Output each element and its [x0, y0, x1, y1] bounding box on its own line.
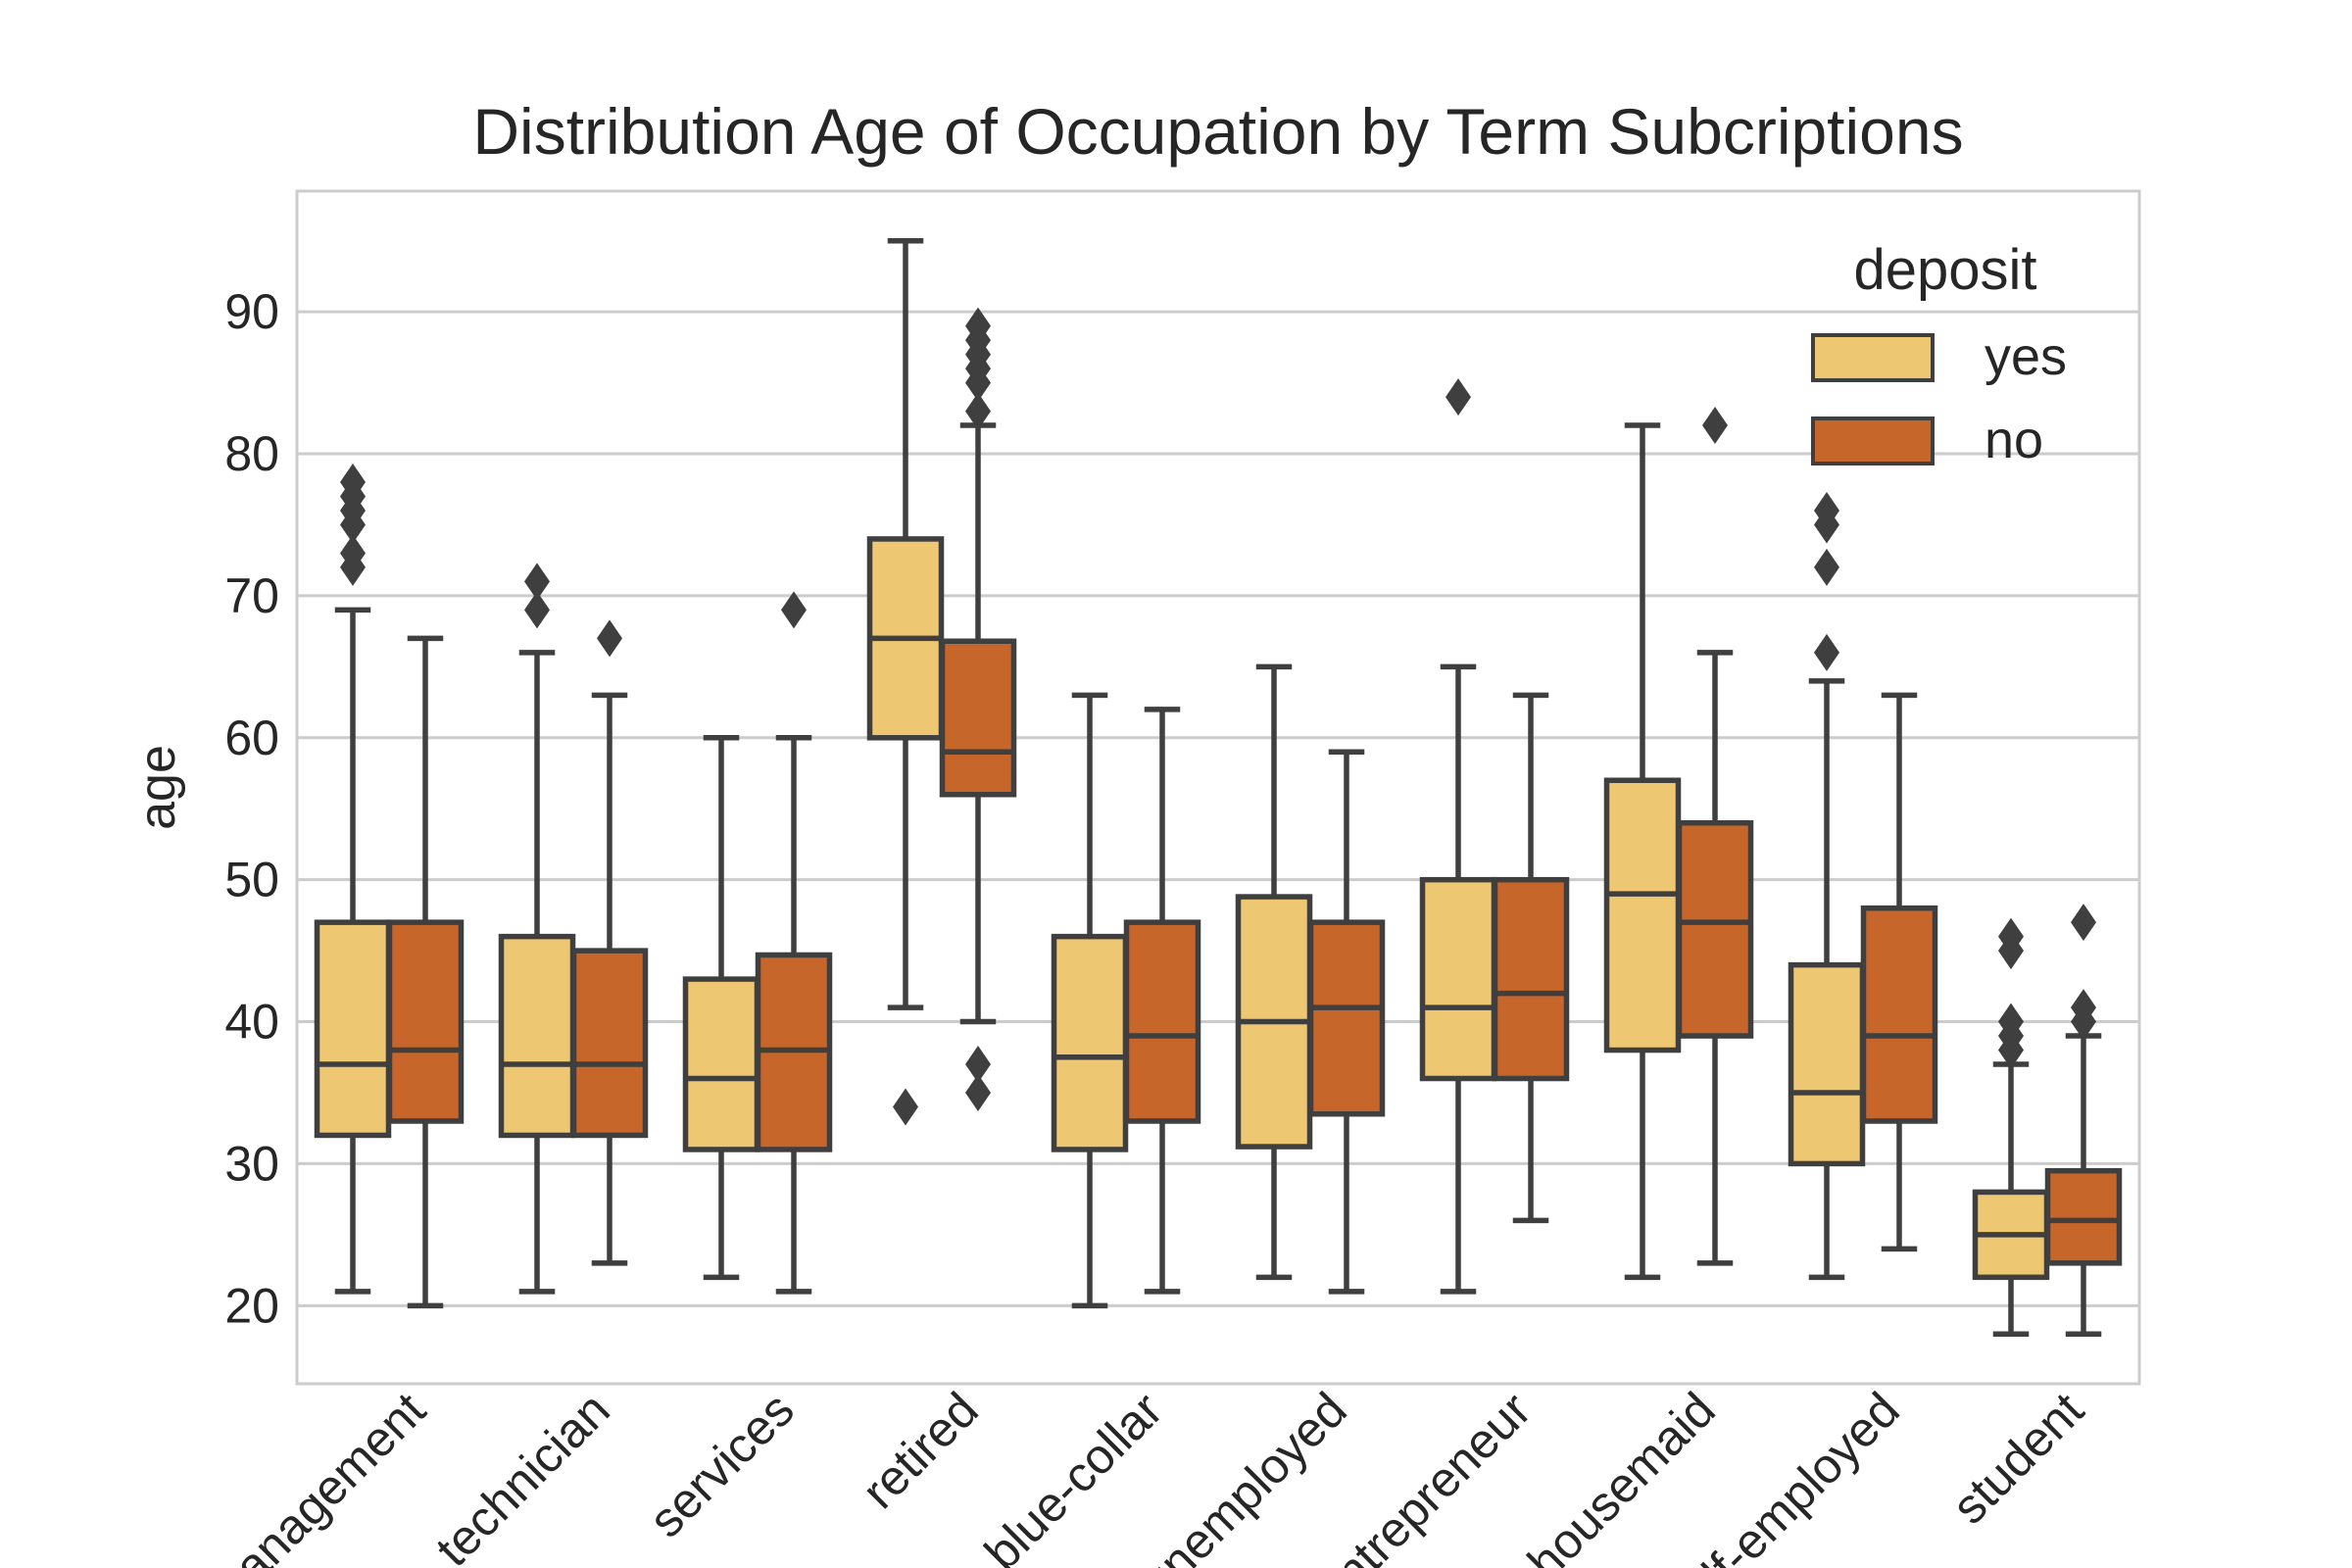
outlier-point: [340, 534, 366, 572]
box-retired-no: [939, 307, 1017, 1111]
box-services-no: [755, 591, 833, 1295]
outlier-point: [893, 1088, 918, 1126]
box-blue-collar-yes: [1051, 692, 1129, 1309]
box-iqr: [1603, 777, 1682, 1054]
outlier-point: [1702, 407, 1728, 445]
box-unemployed-no: [1307, 749, 1386, 1295]
legend-title: deposit: [1853, 238, 2036, 302]
outlier-point: [965, 1073, 991, 1111]
box-iqr: [682, 976, 760, 1152]
y-tick-label: 20: [224, 1278, 279, 1333]
box-self-employed-yes: [1788, 491, 1866, 1281]
outlier-point: [1998, 1003, 2024, 1041]
box-housemaid-yes: [1603, 422, 1682, 1281]
outlier-point: [340, 464, 366, 502]
outlier-point: [781, 591, 807, 629]
outlier-point: [2071, 904, 2096, 942]
box-iqr: [2044, 1167, 2123, 1266]
box-iqr: [498, 933, 576, 1139]
box-technician-yes: [498, 563, 576, 1295]
plot-frame: [295, 189, 2141, 1386]
box-entrepreneur-yes: [1419, 378, 1497, 1295]
box-iqr: [386, 919, 465, 1124]
box-iqr: [1788, 961, 1866, 1167]
box-iqr: [1123, 919, 1201, 1124]
y-tick-label: 80: [224, 426, 279, 481]
y-tick-label: 30: [224, 1136, 279, 1191]
box-iqr: [314, 919, 392, 1139]
y-tick-label: 90: [224, 284, 279, 339]
box-technician-no: [570, 619, 649, 1266]
box-iqr: [1307, 919, 1386, 1117]
boxes: [314, 237, 2123, 1338]
chart-title: Distribution Age of Occupation by Term S…: [472, 95, 1963, 168]
outlier-point: [965, 1046, 991, 1084]
box-housemaid-no: [1676, 407, 1754, 1266]
legend-swatch-yes: [1811, 333, 1935, 382]
box-student-no: [2044, 904, 2123, 1338]
box-entrepreneur-no: [1492, 692, 1570, 1224]
outlier-point: [524, 591, 550, 629]
legend: deposit yes no: [1811, 238, 2067, 469]
legend-label-yes: yes: [1984, 327, 2067, 386]
outlier-point: [1998, 917, 2024, 956]
outlier-point: [2071, 989, 2096, 1027]
outlier-point: [1814, 548, 1839, 586]
box-management-no: [386, 635, 465, 1309]
box-iqr: [939, 638, 1017, 798]
outlier-point: [965, 392, 991, 430]
y-tick-label: 50: [224, 853, 279, 907]
outlier-point: [1814, 491, 1839, 529]
legend-label-no: no: [1984, 411, 2043, 469]
outlier-point: [965, 307, 991, 345]
y-tick-label: 70: [224, 568, 279, 623]
box-iqr: [570, 948, 649, 1139]
box-management-yes: [314, 464, 392, 1295]
box-student-yes: [1972, 917, 2050, 1338]
box-iqr: [1676, 819, 1754, 1039]
box-self-employed-no: [1860, 692, 1938, 1252]
outlier-point: [597, 619, 622, 658]
box-unemployed-yes: [1235, 663, 1313, 1281]
outlier-point: [1814, 633, 1839, 671]
outlier-point: [524, 563, 550, 601]
box-retired-yes: [866, 237, 945, 1126]
y-tick-label: 40: [224, 995, 279, 1050]
box-blue-collar-no: [1123, 707, 1201, 1295]
y-tick-label: 60: [224, 710, 279, 765]
box-iqr: [1860, 905, 1938, 1124]
legend-swatch-no: [1811, 416, 1935, 466]
outlier-point: [1446, 378, 1471, 416]
box-iqr: [1419, 876, 1497, 1082]
box-iqr: [1051, 933, 1129, 1152]
y-axis-label: age: [129, 745, 186, 830]
box-iqr: [1492, 876, 1570, 1082]
